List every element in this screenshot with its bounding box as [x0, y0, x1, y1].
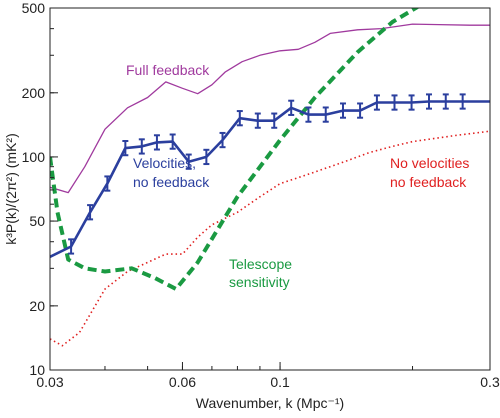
series-layer: [50, 8, 490, 347]
y-tick-label: 500: [22, 0, 46, 16]
y-tick-label: 20: [29, 298, 45, 314]
series-line-telescope-sensitivity: [50, 8, 420, 291]
annotation-no-velocities: No velocities: [390, 155, 469, 171]
y-tick-label: 10: [29, 362, 45, 378]
y-tick-label: 200: [22, 85, 46, 101]
annotation-no-velocities-no-feedback: no feedback: [390, 174, 467, 190]
annotation-velocities-no-feedback: no feedback: [133, 174, 210, 190]
y-tick-label: 100: [22, 149, 46, 165]
plot-frame: [49, 7, 491, 371]
series-line-velocities-no-feedback: [50, 100, 490, 258]
series-line-no-velocities-no-feedback: [50, 130, 490, 347]
y-axis-title: k³P(k)/(2π²) (mK²): [3, 133, 19, 245]
annotation-sensitivity: sensitivity: [229, 274, 290, 290]
x-tick-label: 0.06: [169, 374, 196, 390]
annotation-velocities: Velocities,: [133, 155, 196, 171]
annotation-telescope: Telescope: [229, 256, 292, 272]
x-tick-label: 0.3: [480, 374, 500, 390]
ticks-layer: 0.03 0.06 0.1 0.3 10 20 50 100 200 500: [22, 0, 500, 390]
x-tick-label: 0.1: [270, 374, 290, 390]
x-axis-title: Wavenumber, k (Mpc⁻¹): [196, 395, 344, 411]
series-line-full-feedback: [50, 23, 490, 194]
x-tick-label: 0.03: [36, 374, 63, 390]
y-tick-label: 50: [29, 213, 45, 229]
annotation-full-feedback: Full feedback: [126, 62, 210, 78]
